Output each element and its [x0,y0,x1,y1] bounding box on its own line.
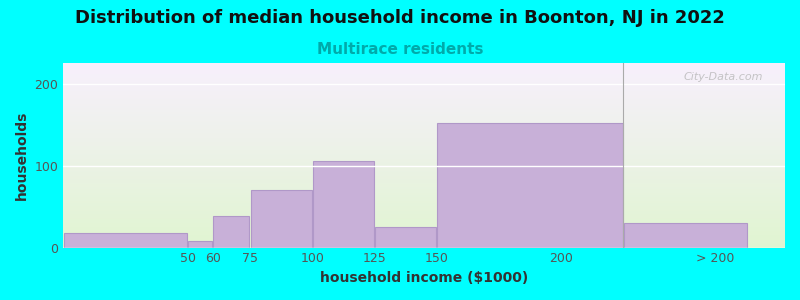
Bar [214,216,250,247]
Bar [250,190,311,247]
Bar [64,233,187,248]
Text: City-Data.com: City-Data.com [684,72,763,82]
Bar [438,123,622,248]
Text: Distribution of median household income in Boonton, NJ in 2022: Distribution of median household income … [75,9,725,27]
Y-axis label: households: households [15,111,29,200]
Bar [188,241,212,247]
Text: Multirace residents: Multirace residents [317,42,483,57]
Bar [313,161,374,248]
Bar [375,227,436,247]
X-axis label: household income ($1000): household income ($1000) [320,271,528,285]
Bar [624,223,747,248]
